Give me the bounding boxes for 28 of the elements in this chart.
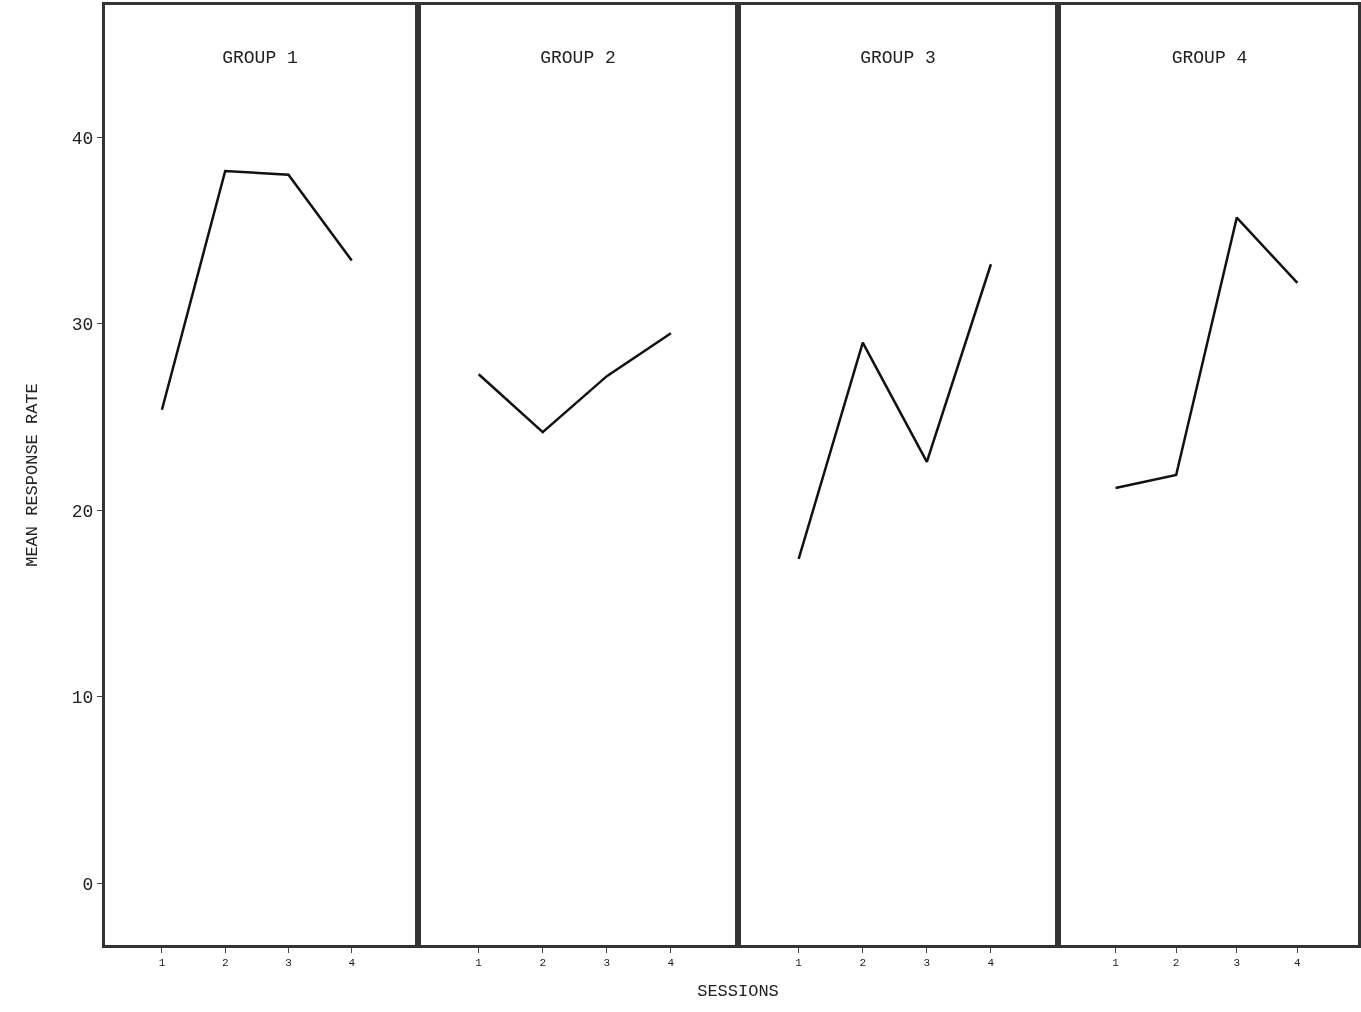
y-axis-title: MEAN RESPONSE RATE — [23, 383, 43, 567]
x-tick-label: 3 — [603, 957, 611, 970]
text: GROUP 3 — [860, 48, 936, 69]
x-tick-label: 1 — [475, 957, 483, 970]
x-tick-label: 4 — [1294, 957, 1302, 970]
x-tick-label: 2 — [221, 957, 229, 970]
y-tick-label: 30 — [71, 315, 94, 336]
y-tick-label: 0 — [82, 874, 94, 895]
x-tick-label: 2 — [859, 957, 867, 970]
x-tick-label: 2 — [1172, 957, 1180, 970]
x-tick-label: 1 — [1112, 957, 1120, 970]
x-tick-label: 2 — [539, 957, 547, 970]
text: GROUP 2 — [540, 48, 616, 69]
x-tick-label: 3 — [285, 957, 292, 970]
y-tick-label: 40 — [71, 128, 94, 149]
y-tick-label: 10 — [71, 688, 94, 709]
x-tick-label: 3 — [1233, 957, 1241, 970]
y-tick-label: 20 — [71, 501, 94, 522]
x-tick-label: 3 — [923, 957, 931, 970]
line-series — [160, 169, 353, 411]
x-tick-label: 1 — [158, 957, 166, 970]
x-axis-title: SESSIONS — [696, 982, 780, 1001]
x-tick-label: 1 — [795, 957, 803, 970]
text: GROUP 1 — [222, 48, 298, 69]
text: GROUP 4 — [1171, 48, 1248, 69]
x-tick-label: 4 — [667, 957, 675, 970]
x-tick-label: 4 — [987, 957, 995, 970]
x-tick-label: 4 — [348, 957, 356, 970]
